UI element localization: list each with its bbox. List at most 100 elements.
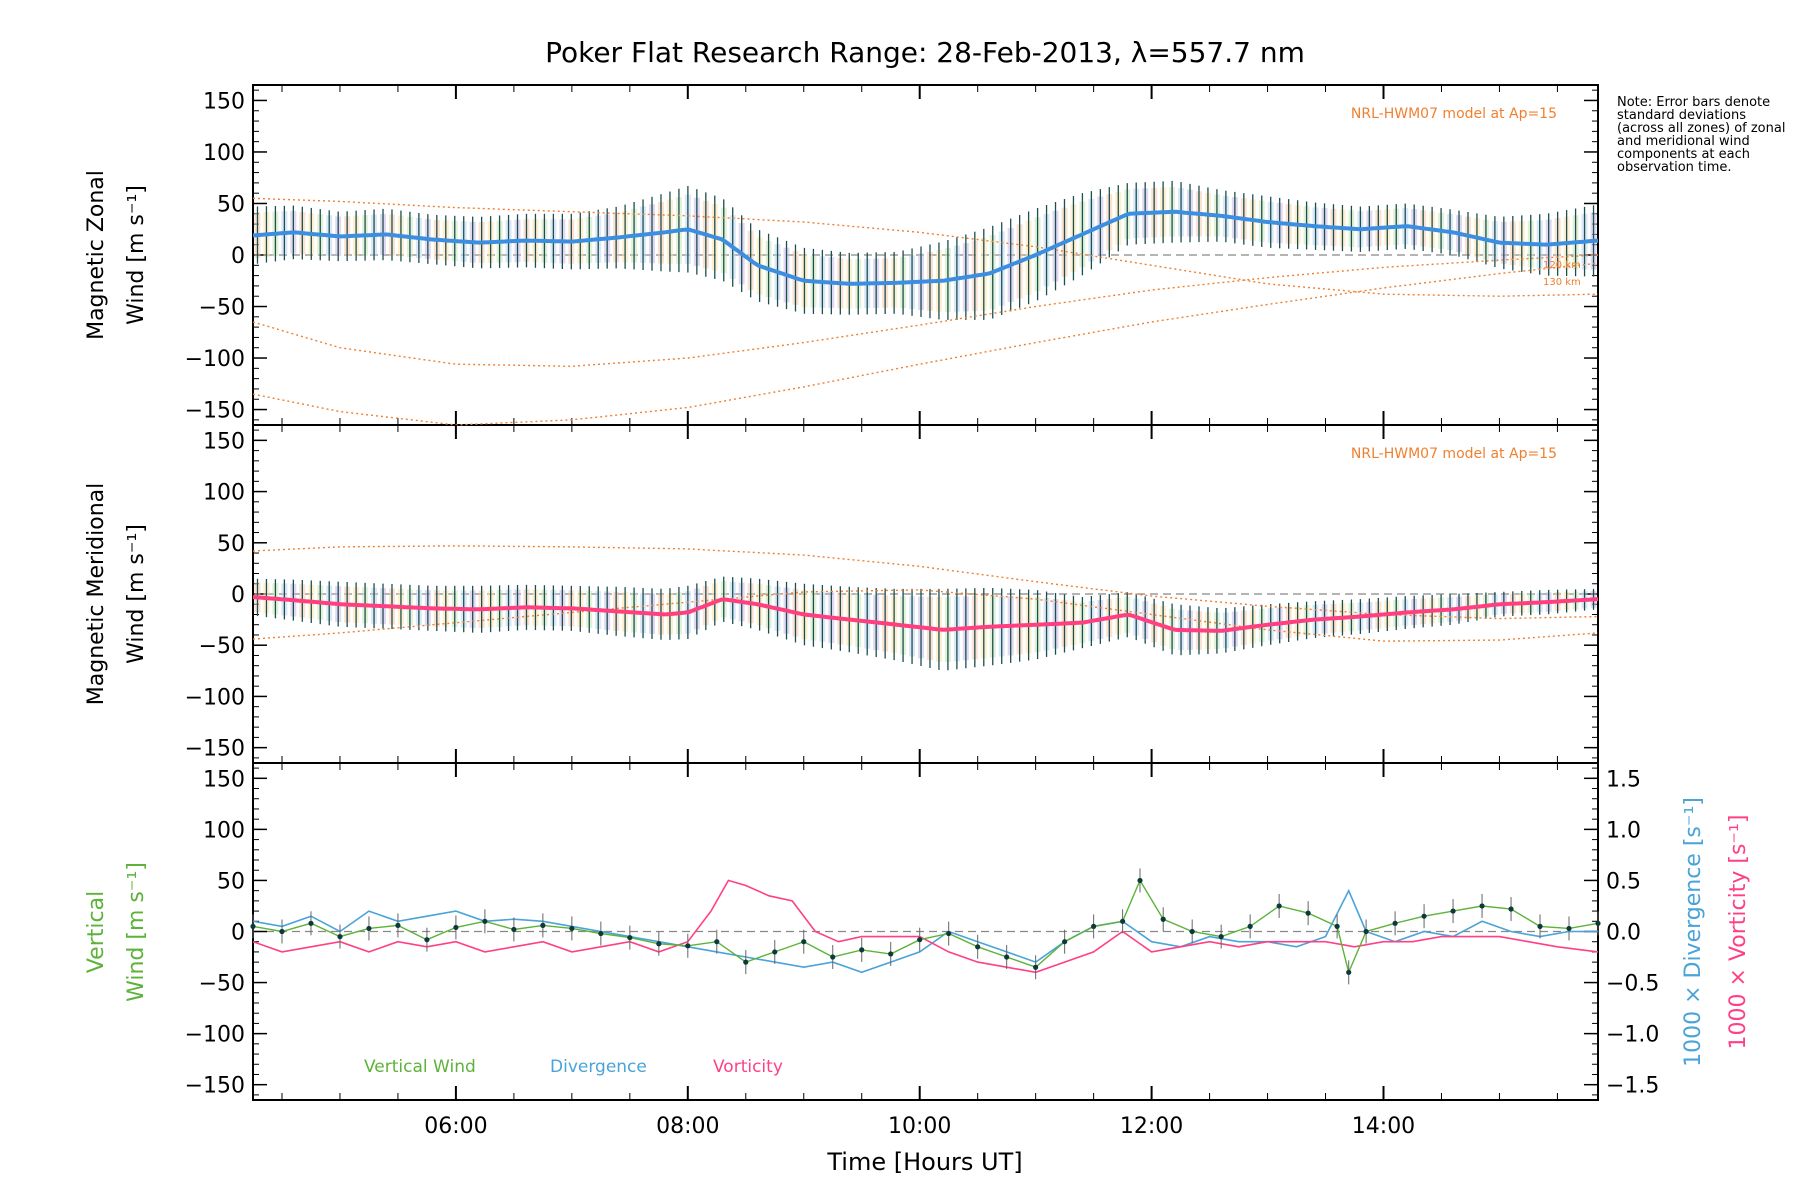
x-tick-label: 10:00 (888, 1114, 951, 1139)
y-tick-label: −50 (199, 296, 245, 321)
zonal-ylabel-line2: Wind [m s⁻¹] (124, 185, 149, 325)
y-tick-label: −50 (199, 634, 245, 659)
vertical-wind-point (1450, 908, 1456, 914)
legend-vorticity: Vorticity (713, 1057, 783, 1077)
y-tick-label: 100 (203, 818, 245, 843)
x-tick-label: 06:00 (424, 1114, 487, 1139)
vertical-wind-point (598, 930, 604, 937)
vertical-wind-point (1421, 913, 1427, 919)
y-tick-label: 150 (203, 89, 245, 114)
vertical-wind-point (540, 922, 546, 928)
vertical-wind-point (424, 937, 430, 943)
meridional-panel: 150 100 50 0 −50 −100 −150 (185, 425, 1599, 763)
y2-tick-label: 0.5 (1606, 869, 1641, 894)
vertical-wind-point (1218, 934, 1224, 940)
vertical-wind-point (1189, 928, 1195, 935)
vertical-ylabel-line1: Vertical (84, 891, 109, 973)
y-tick-label: 150 (203, 767, 245, 792)
y-tick-label: −50 (199, 972, 245, 997)
vertical-wind-point (279, 928, 285, 935)
model-curve (252, 197, 1599, 297)
y-tick-label: −100 (185, 685, 245, 710)
y-tick-label: −150 (185, 1074, 245, 1099)
y2-tick-label: 0.0 (1606, 921, 1641, 946)
divergence-line (252, 888, 1598, 974)
vertical-wind-point (395, 922, 401, 928)
vertical-wind-point (1091, 923, 1097, 929)
legend-vertical-wind: Vertical Wind (364, 1057, 476, 1077)
y-tick-label: 100 (203, 481, 245, 506)
vertical-wind-point (366, 925, 372, 932)
y2-tick-label: 1.0 (1606, 818, 1641, 843)
model-annotation-130: 130 km (1543, 277, 1581, 288)
vertical-wind-point (946, 930, 952, 937)
zonal-mean-line (252, 209, 1599, 286)
vertical-wind-point (453, 924, 459, 931)
vertical-wind-point (1120, 918, 1126, 924)
vertical-wind-point (627, 935, 633, 941)
vertical-wind-point (1033, 964, 1039, 970)
vertical-wind-point (250, 923, 256, 929)
y2-tick-label: −1.0 (1606, 1023, 1659, 1048)
y-tick-label: −150 (185, 737, 245, 762)
x-axis-label: Time [Hours UT] (826, 1148, 1022, 1176)
vertical-wind-point (685, 943, 691, 949)
model-curve (252, 589, 1599, 642)
vertical-wind-point (1363, 928, 1369, 935)
y2-tick-label: −0.5 (1606, 972, 1659, 997)
vertical-wind-point (888, 951, 894, 957)
vertical-wind-point (308, 920, 314, 926)
y-tick-label: −100 (185, 1023, 245, 1048)
zonal-panel: 150 100 50 0 −50 −100 −150 (185, 85, 1599, 426)
vertical-wind-point (1392, 920, 1398, 926)
vertical-wind-point (1276, 903, 1282, 909)
vertical-wind-point (1566, 925, 1572, 932)
vertical-wind-point (1160, 916, 1166, 922)
vertical-wind-point (1004, 954, 1010, 960)
vertical-ylabel-line2: Wind [m s⁻¹] (124, 862, 149, 1002)
vertical-wind-point (337, 934, 343, 940)
x-tick-label: 14:00 (1352, 1114, 1415, 1139)
vertical-wind-point (1508, 906, 1514, 912)
vertical-wind-point (1479, 903, 1485, 909)
vertical-wind-point (1595, 920, 1601, 926)
vertical-wind-point (801, 939, 807, 945)
vertical-panel: 150 100 50 0 −50 −100 −150 1.5 1.0 0.5 0.0 −0.5 −1.0… (185, 763, 1659, 1100)
vertical-wind-point (772, 949, 778, 955)
model-curve (252, 262, 1599, 426)
vertical-wind-point (511, 926, 517, 933)
vertical-wind-point (1334, 923, 1340, 929)
x-tick-labels: 06:00 08:00 10:00 12:00 14:00 (424, 1114, 1415, 1139)
vertical-wind-point (830, 954, 836, 960)
error-bar-note: Note: Error bars denote standard deviati… (1617, 95, 1786, 175)
y2-tick-label: 1.5 (1606, 767, 1641, 792)
y-tick-label: 50 (217, 532, 245, 557)
vertical-wind-point (569, 925, 575, 932)
y-tick-label: 0 (231, 244, 245, 269)
y-tick-label: 50 (217, 869, 245, 894)
y-tick-label: 100 (203, 141, 245, 166)
vertical-wind-point (1346, 969, 1352, 975)
vertical-wind-point (1062, 939, 1068, 945)
vertical-wind-point (1247, 923, 1253, 929)
x-tick-label: 08:00 (656, 1114, 719, 1139)
y-tick-label: 50 (217, 192, 245, 217)
vertical-wind-point (656, 941, 662, 947)
model-curve (252, 254, 1599, 368)
vertical-wind-point (1537, 923, 1543, 929)
legend-divergence: Divergence (550, 1057, 647, 1077)
vertical-wind-point (1137, 877, 1143, 884)
vertical-wind-point (743, 959, 749, 965)
y2-tick-label: −1.5 (1606, 1074, 1659, 1099)
figure-title: Poker Flat Research Range: 28-Feb-2013, … (545, 36, 1305, 69)
zonal-ylabel-line1: Magnetic Zonal (84, 170, 109, 340)
meridional-model-label: NRL-HWM07 model at Ap=15 (1351, 446, 1557, 462)
divergence-ylabel: 1000 × Divergence [s⁻¹] (1681, 797, 1706, 1067)
vertical-wind-point (859, 947, 865, 953)
y-tick-label: −150 (185, 399, 245, 424)
y-tick-label: 0 (231, 583, 245, 608)
vertical-wind-point (482, 918, 488, 924)
vertical-wind-point (917, 937, 923, 943)
vertical-wind-point (714, 939, 720, 945)
